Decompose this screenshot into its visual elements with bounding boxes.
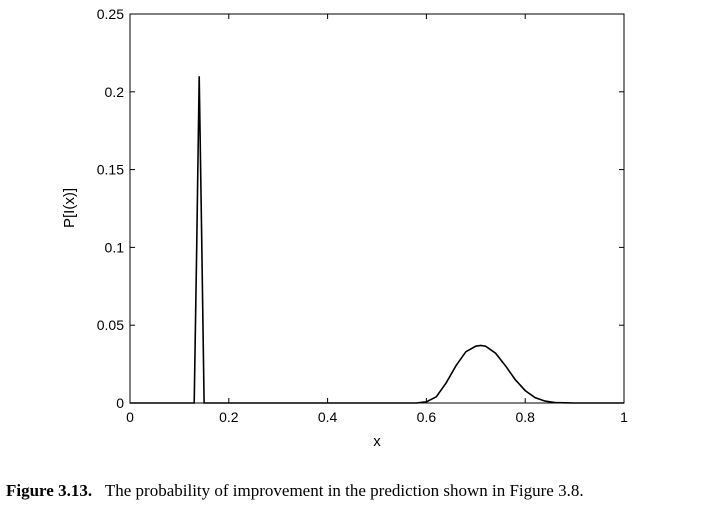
figure-caption: Figure 3.13. The probability of improvem… — [6, 481, 584, 501]
y-axis: 0 0.05 0.1 0.15 0.2 0.25 — [97, 6, 624, 411]
y-tick-label: 0.15 — [97, 162, 124, 178]
x-axis-label: x — [373, 433, 381, 450]
x-axis: 0 0.2 0.4 0.6 0.8 1 — [126, 14, 628, 425]
probability-curve — [130, 76, 624, 404]
y-tick-label: 0.1 — [105, 239, 125, 255]
y-tick-label: 0.05 — [97, 317, 124, 333]
caption-figure-number: Figure 3.13. — [6, 481, 93, 500]
x-tick-label: 0.2 — [219, 409, 239, 425]
y-tick-label: 0 — [116, 395, 124, 411]
x-tick-label: 0 — [126, 409, 134, 425]
x-tick-label: 0.6 — [417, 409, 437, 425]
y-tick-label: 0.2 — [105, 84, 125, 100]
x-tick-label: 0.8 — [515, 409, 535, 425]
plot-area-frame — [129, 13, 625, 404]
y-axis-label: P[I(x)] — [61, 188, 78, 228]
x-tick-label: 0.4 — [318, 409, 338, 425]
y-tick-label: 0.25 — [97, 6, 124, 22]
caption-text: The probability of improvement in the pr… — [104, 481, 584, 500]
x-tick-label: 1 — [620, 409, 628, 425]
probability-of-improvement-chart: 0 0.2 0.4 0.6 0.8 1 0 0.05 0.1 0.15 0.2 0.25 x P[I… — [61, 6, 628, 450]
